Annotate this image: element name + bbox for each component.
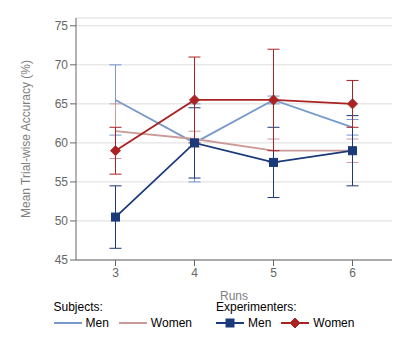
svg-text:60: 60 — [55, 136, 69, 150]
svg-text:3: 3 — [112, 266, 119, 280]
svg-text:70: 70 — [55, 58, 69, 72]
html-text:Experimenters:: Experimenters: — [216, 300, 297, 314]
html-text:Men: Men — [85, 316, 109, 330]
svg-text:50: 50 — [55, 214, 69, 228]
svg-text:65: 65 — [55, 97, 69, 111]
svg-text:55: 55 — [55, 175, 69, 189]
svg-text:45: 45 — [55, 253, 69, 267]
html-text:Women: Women — [150, 316, 192, 330]
svg-text:75: 75 — [55, 19, 69, 33]
html-text:Men: Men — [248, 316, 272, 330]
svg-text:5: 5 — [270, 266, 277, 280]
html-text:Subjects:: Subjects: — [53, 300, 103, 314]
svg-text:Mean Trial-wise Accuracy (%): Mean Trial-wise Accuracy (%) — [19, 60, 33, 218]
svg-text:4: 4 — [191, 266, 198, 280]
html-text:Women: Women — [313, 316, 355, 330]
svg-text:Runs: Runs — [220, 289, 248, 303]
svg-text:6: 6 — [349, 266, 356, 280]
